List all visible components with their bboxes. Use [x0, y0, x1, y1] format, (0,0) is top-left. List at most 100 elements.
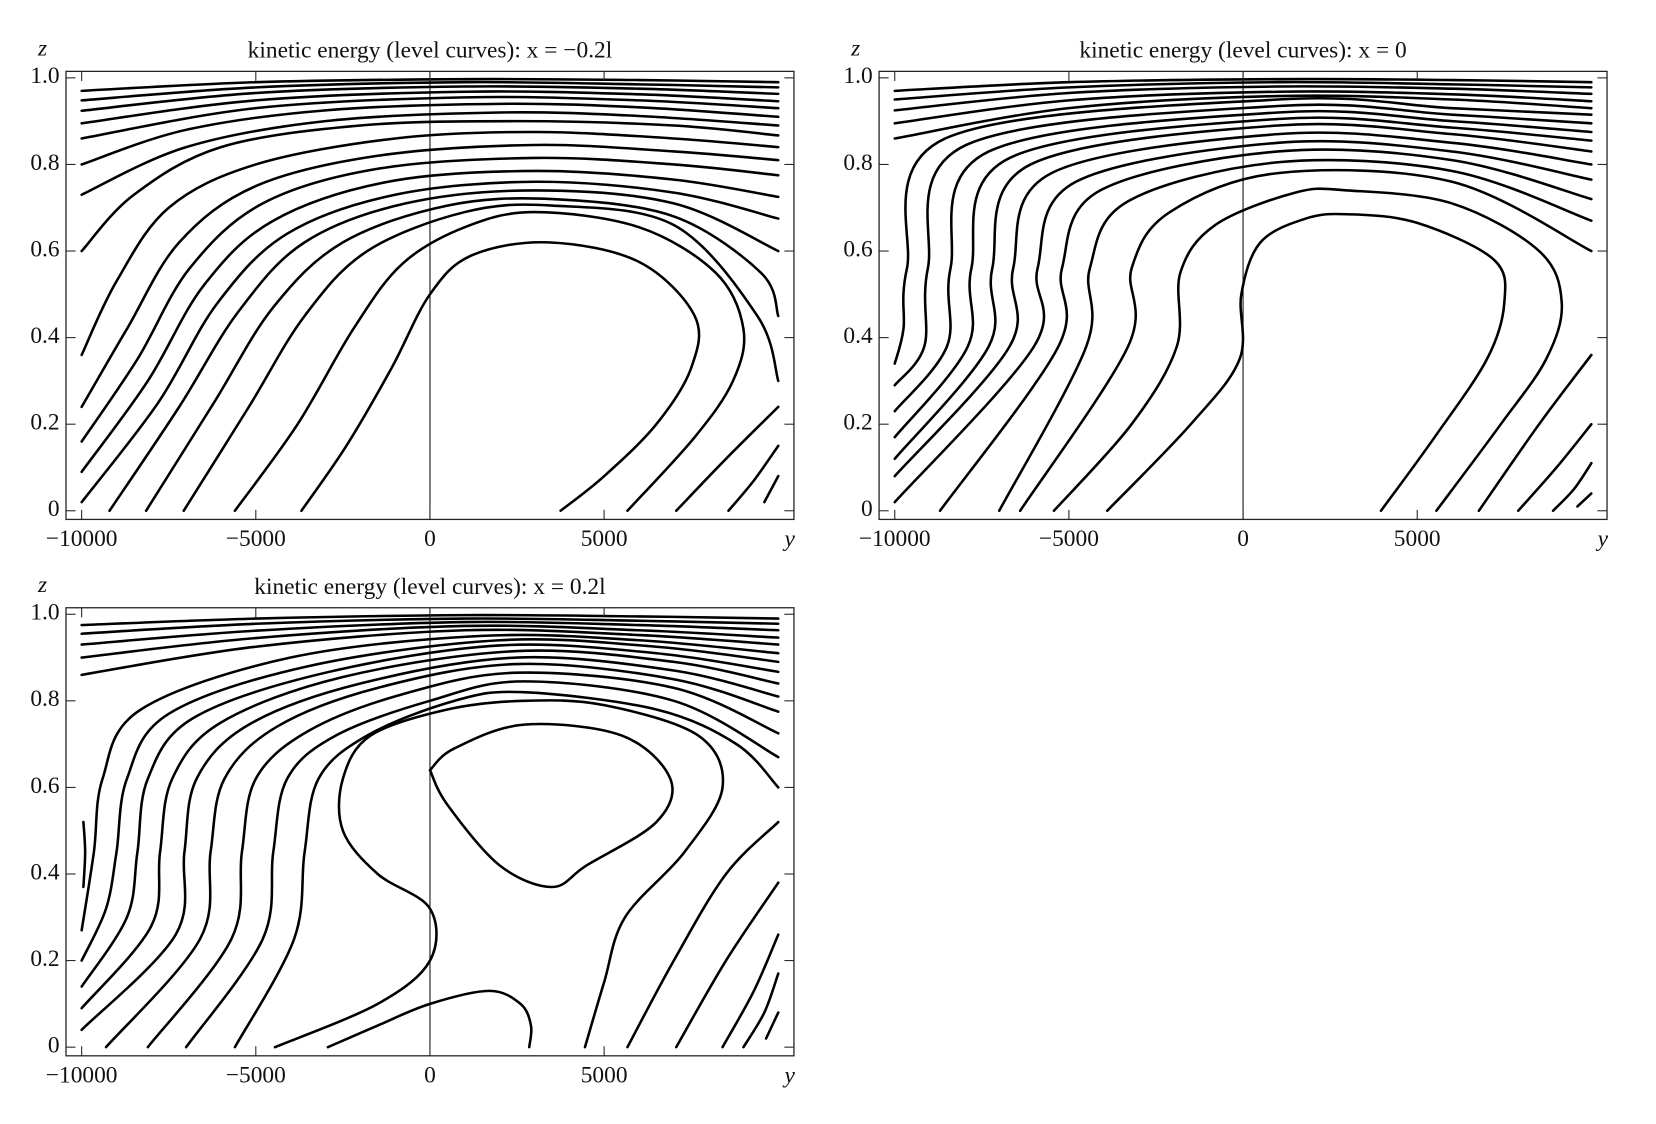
y-tick-label: 0.2: [30, 410, 59, 436]
x-tick-label: 0: [424, 526, 436, 552]
chart-title: kinetic energy (level curves): x = 0.2l: [254, 574, 606, 600]
x-tick-label: 5000: [1394, 526, 1441, 552]
chart-title: kinetic energy (level curves): x = −0.2l: [248, 38, 613, 64]
panel: kinetic energy (level curves): x = 0.2l z…: [30, 572, 795, 1089]
level-curve: [893, 122, 1593, 461]
level-curve: [893, 90, 1593, 125]
level-curve: [742, 972, 780, 1049]
level-curve: [146, 671, 780, 1049]
x-tick-label: −10000: [859, 526, 931, 552]
level-curve: [674, 405, 780, 513]
level-curve: [1018, 168, 1593, 513]
level-curve: [80, 130, 780, 357]
level-curve: [1477, 353, 1593, 513]
level-curve: [893, 131, 1593, 478]
level-curve: [144, 197, 780, 513]
level-curve: [80, 643, 780, 988]
y-axis-label: z: [37, 572, 47, 598]
level-curve: [80, 624, 780, 659]
level-curve: [80, 613, 780, 627]
x-tick-label: 0: [1237, 526, 1249, 552]
y-tick-label: 0.4: [30, 323, 60, 349]
level-curve: [80, 77, 780, 93]
level-curve: [80, 156, 780, 443]
level-curve: [182, 203, 780, 513]
x-tick-label: −10000: [46, 1062, 118, 1088]
level-curve: [80, 90, 780, 125]
level-curve: [80, 649, 780, 1010]
level-curve: [1105, 212, 1507, 513]
level-curve: [80, 633, 780, 932]
level-curve: [674, 881, 780, 1049]
level-curve: [326, 989, 533, 1049]
level-curve: [893, 96, 1593, 365]
level-curve: [763, 474, 780, 504]
level-curve: [300, 240, 701, 513]
level-curve: [104, 662, 780, 1049]
y-tick-label: 0.8: [843, 150, 872, 176]
level-curve: [997, 158, 1593, 513]
y-axis-label: z: [850, 35, 860, 61]
level-curve: [1052, 187, 1564, 513]
y-tick-label: 1.0: [30, 600, 59, 626]
x-tick-label: 5000: [581, 526, 628, 552]
level-curve: [80, 143, 780, 409]
y-tick-label: 0: [861, 496, 873, 522]
level-curve: [721, 933, 780, 1049]
level-curve: [80, 169, 780, 474]
y-tick-label: 1.0: [30, 63, 59, 89]
y-tick-label: 0: [48, 496, 60, 522]
x-tick-label: −5000: [1039, 526, 1099, 552]
y-tick-label: 0: [48, 1033, 60, 1059]
level-curve: [893, 85, 1593, 112]
level-curve: [80, 628, 780, 677]
level-curve: [893, 94, 1593, 140]
level-curve: [1551, 461, 1593, 513]
y-tick-label: 0.6: [843, 236, 872, 262]
level-curve: [80, 85, 780, 113]
y-axis-label: z: [37, 35, 47, 61]
x-tick-label: 5000: [581, 1062, 628, 1088]
x-tick-label: −5000: [226, 1062, 286, 1088]
level-curve: [233, 210, 746, 513]
y-tick-label: 0.6: [30, 773, 59, 799]
level-curve: [184, 680, 780, 1049]
x-axis-label: y: [782, 526, 795, 552]
y-tick-label: 0.4: [30, 859, 60, 885]
level-curve: [938, 148, 1593, 513]
level-curve: [893, 116, 1593, 439]
level-curve: [233, 690, 780, 1049]
x-axis-label: y: [782, 1062, 795, 1088]
level-curve: [727, 444, 780, 513]
level-curve: [80, 180, 780, 504]
level-curve: [1576, 492, 1593, 508]
level-curve: [80, 617, 780, 636]
y-tick-label: 0.6: [30, 236, 59, 262]
chart-title: kinetic energy (level curves): x = 0: [1079, 38, 1406, 64]
level-curve: [893, 80, 1593, 101]
level-curve: [626, 820, 780, 1049]
level-curve: [108, 189, 780, 513]
level-curve: [80, 119, 780, 253]
y-tick-label: 0.4: [843, 323, 873, 349]
x-tick-label: −5000: [226, 526, 286, 552]
x-tick-label: −10000: [46, 526, 118, 552]
y-tick-label: 0.2: [30, 946, 59, 972]
panel: kinetic energy (level curves): x = −0.2l…: [30, 35, 795, 552]
level-curve: [1516, 422, 1593, 513]
level-curve: [80, 620, 780, 646]
y-tick-label: 0.2: [843, 410, 872, 436]
level-curve: [893, 109, 1593, 413]
y-tick-label: 0.8: [30, 150, 59, 176]
y-tick-label: 1.0: [843, 63, 872, 89]
level-curve: [893, 77, 1593, 93]
level-curve: [428, 722, 674, 889]
plot-area: [80, 71, 780, 520]
plot-area: [893, 71, 1593, 520]
x-tick-label: 0: [424, 1062, 436, 1088]
panel: kinetic energy (level curves): x = 0 z y 0 0…: [843, 35, 1608, 552]
level-curve: [80, 111, 780, 197]
plot-area: [80, 607, 780, 1056]
level-curve: [273, 699, 725, 1049]
